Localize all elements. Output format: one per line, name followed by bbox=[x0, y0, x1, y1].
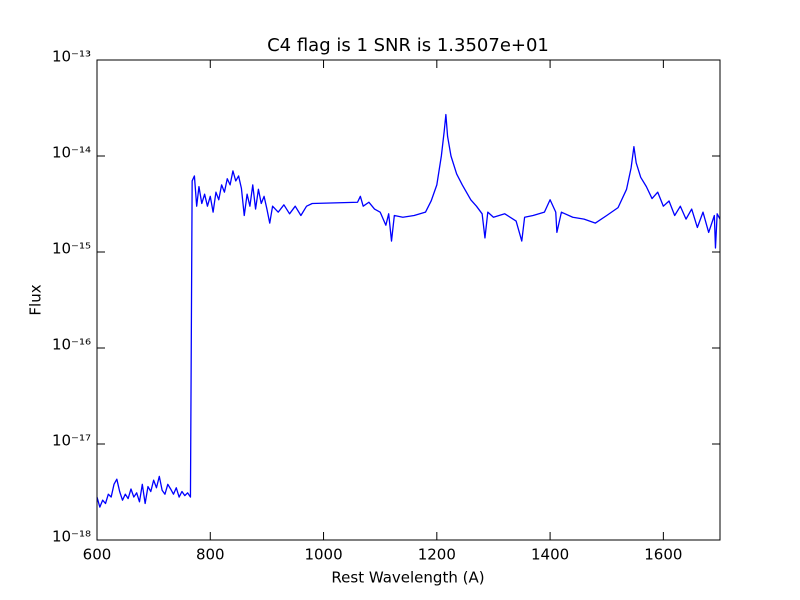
x-tick-label: 1400 bbox=[531, 546, 569, 564]
x-tick-label: 1200 bbox=[418, 546, 456, 564]
y-tick-label: 10⁻¹⁶ bbox=[52, 336, 91, 354]
x-tick-label: 1000 bbox=[304, 546, 342, 564]
x-axis-label: Rest Wavelength (A) bbox=[331, 569, 484, 587]
data-line bbox=[96, 113, 721, 508]
y-tick-label: 10⁻¹³ bbox=[52, 48, 91, 66]
plot-frame bbox=[96, 59, 721, 541]
chart-title: C4 flag is 1 SNR is 1.3507e+01 bbox=[267, 35, 549, 56]
y-tick-label: 10⁻¹⁷ bbox=[52, 432, 91, 450]
y-tick-label: 10⁻¹⁸ bbox=[52, 528, 91, 546]
y-axis-label: Flux bbox=[27, 284, 45, 315]
x-tick-label: 600 bbox=[83, 546, 112, 564]
x-tick-label: 1600 bbox=[644, 546, 682, 564]
y-tick-label: 10⁻¹⁵ bbox=[52, 240, 91, 258]
x-tick-label: 800 bbox=[196, 546, 225, 564]
y-tick-label: 10⁻¹⁴ bbox=[52, 144, 91, 162]
